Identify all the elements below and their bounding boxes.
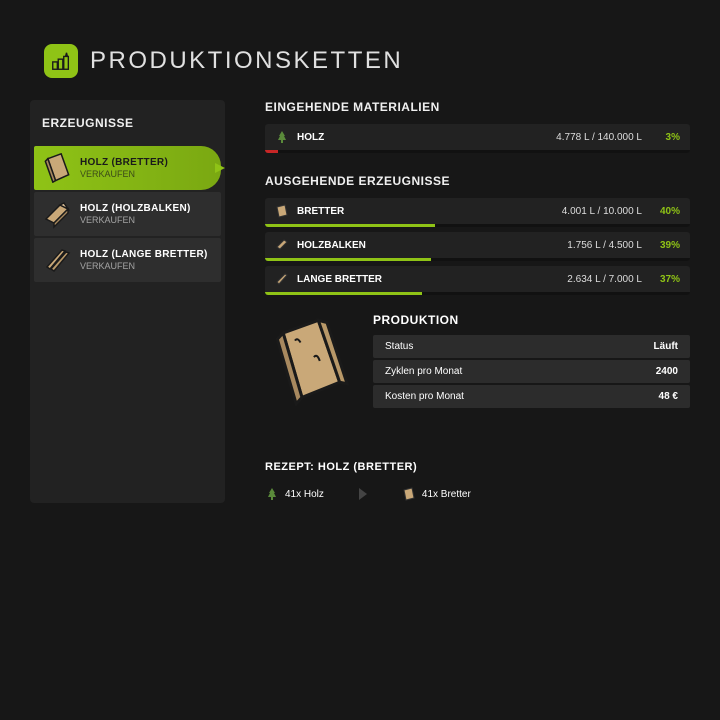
sidebar-title: ERZEUGNISSE (30, 112, 225, 144)
material-pct: 3% (656, 132, 680, 143)
material-icon (275, 130, 289, 144)
products-sidebar: ERZEUGNISSE HOLZ (BRETTER)VERKAUFENHOLZ … (30, 100, 225, 503)
material-icon (275, 272, 289, 286)
production-row: Status Läuft (373, 335, 690, 358)
material-value: 2.634 L / 7.000 L (567, 274, 642, 285)
production-block: PRODUKTION Status Läuft Zyklen pro Monat 24… (265, 313, 690, 413)
recipe-input-text: 41x Holz (285, 489, 324, 500)
main-panel: EINGEHENDE MATERIALIEN HOLZ4.778 L / 140… (265, 100, 690, 503)
material-value: 4.001 L / 10.000 L (562, 206, 642, 217)
tree-icon (265, 487, 279, 501)
product-icon (42, 199, 72, 229)
material-value: 4.778 L / 140.000 L (556, 132, 642, 143)
arrow-icon (354, 485, 372, 503)
recipe-title: REZEPT: HOLZ (BRETTER) (265, 461, 690, 473)
recipe-block: REZEPT: HOLZ (BRETTER) 41x Holz 41x Bret… (265, 461, 690, 503)
outgoing-title: AUSGEHENDE ERZEUGNISSE (265, 174, 690, 188)
production-row: Zyklen pro Monat 2400 (373, 360, 690, 383)
material-pct: 39% (656, 240, 680, 251)
product-action: VERKAUFEN (80, 215, 191, 227)
incoming-title: EINGEHENDE MATERIALIEN (265, 100, 690, 114)
factory-icon (44, 44, 78, 78)
material-row[interactable]: HOLZ4.778 L / 140.000 L 3% (265, 124, 690, 153)
page-header: PRODUKTIONSKETTEN (0, 0, 720, 100)
product-name: HOLZ (BRETTER) (80, 156, 168, 169)
prod-label: Status (385, 341, 413, 352)
product-action: VERKAUFEN (80, 261, 208, 273)
prod-label: Zyklen pro Monat (385, 366, 462, 377)
production-title: PRODUKTION (373, 313, 690, 327)
sidebar-item-0[interactable]: HOLZ (BRETTER)VERKAUFEN (34, 146, 221, 190)
material-name: LANGE BRETTER (297, 274, 567, 285)
material-pct: 40% (656, 206, 680, 217)
material-icon (275, 204, 289, 218)
product-name: HOLZ (HOLZBALKEN) (80, 202, 191, 215)
planks-icon (402, 487, 416, 501)
material-row[interactable]: HOLZBALKEN1.756 L / 4.500 L 39% (265, 232, 690, 261)
product-action: VERKAUFEN (80, 169, 168, 181)
page-title: PRODUKTIONSKETTEN (90, 47, 403, 75)
prod-value: Läuft (654, 341, 678, 352)
product-icon (42, 245, 72, 275)
recipe-output: 41x Bretter (402, 487, 471, 501)
sidebar-item-2[interactable]: HOLZ (LANGE BRETTER)VERKAUFEN (34, 238, 221, 282)
sidebar-item-1[interactable]: HOLZ (HOLZBALKEN)VERKAUFEN (34, 192, 221, 236)
product-icon (42, 153, 72, 183)
material-name: HOLZBALKEN (297, 240, 567, 251)
prod-value: 2400 (656, 366, 678, 377)
production-row: Kosten pro Monat 48 € (373, 385, 690, 408)
material-icon (275, 238, 289, 252)
material-row[interactable]: BRETTER4.001 L / 10.000 L 40% (265, 198, 690, 227)
material-name: HOLZ (297, 132, 556, 143)
product-image (265, 313, 355, 413)
product-name: HOLZ (LANGE BRETTER) (80, 248, 208, 261)
recipe-input: 41x Holz (265, 487, 324, 501)
material-row[interactable]: LANGE BRETTER2.634 L / 7.000 L 37% (265, 266, 690, 295)
prod-label: Kosten pro Monat (385, 391, 464, 402)
material-name: BRETTER (297, 206, 562, 217)
recipe-output-text: 41x Bretter (422, 489, 471, 500)
material-value: 1.756 L / 4.500 L (567, 240, 642, 251)
prod-value: 48 € (659, 391, 678, 402)
material-pct: 37% (656, 274, 680, 285)
